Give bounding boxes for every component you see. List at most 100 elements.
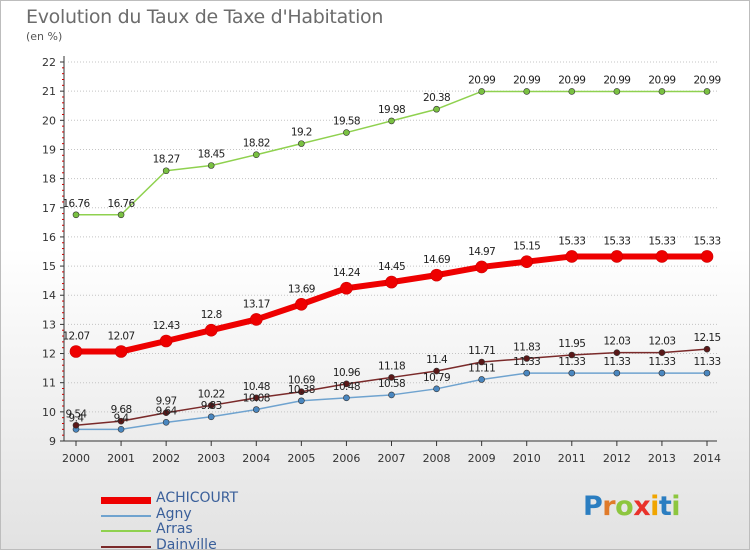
y-tick-label: 12 xyxy=(42,348,56,361)
data-point xyxy=(388,117,395,125)
x-tick-label: 2008 xyxy=(423,452,451,465)
data-point xyxy=(162,167,170,175)
data-label: 9.54 xyxy=(66,408,88,420)
chart-title: Evolution du Taux de Taxe d'Habitation xyxy=(26,6,384,28)
data-label: 20.99 xyxy=(693,74,720,86)
x-tick-label: 2009 xyxy=(468,452,496,465)
legend-swatch xyxy=(101,496,151,504)
data-label: 15.33 xyxy=(558,235,585,247)
data-label: 10.96 xyxy=(333,367,361,379)
data-point xyxy=(252,394,260,402)
data-point xyxy=(523,355,531,362)
data-point xyxy=(613,88,621,95)
data-label: 16.76 xyxy=(62,198,90,210)
data-point xyxy=(478,88,485,95)
data-point xyxy=(478,376,485,383)
data-point xyxy=(117,211,125,219)
y-tick-label: 11 xyxy=(42,377,56,390)
data-point xyxy=(613,349,621,356)
data-label: 11.18 xyxy=(378,360,405,372)
data-point xyxy=(478,358,485,366)
data-label: 18.82 xyxy=(243,138,270,150)
data-point xyxy=(703,369,711,377)
data-label: 9.64 xyxy=(156,405,178,417)
legend-label: Arras xyxy=(156,521,193,537)
x-tick-label: 2010 xyxy=(513,452,541,465)
data-label: 18.27 xyxy=(153,154,180,166)
data-label: 12.15 xyxy=(693,332,720,344)
y-tick-label: 17 xyxy=(42,202,56,215)
data-point xyxy=(613,369,621,377)
data-label: 18.45 xyxy=(198,148,225,160)
data-label: 15.33 xyxy=(648,235,675,247)
x-tick-label: 2006 xyxy=(332,452,360,465)
data-point xyxy=(72,421,80,429)
legend-label: Dainville xyxy=(156,536,217,550)
data-label: 12.03 xyxy=(603,336,630,348)
data-label: 10.22 xyxy=(198,388,225,400)
data-point xyxy=(565,250,579,263)
data-point xyxy=(159,334,173,348)
data-label: 9.68 xyxy=(111,404,132,416)
data-point xyxy=(433,367,440,375)
x-tick-label: 2000 xyxy=(62,452,90,465)
x-tick-label: 2011 xyxy=(558,452,586,465)
data-point xyxy=(430,268,443,282)
data-label: 10.69 xyxy=(288,375,315,387)
legend-swatch xyxy=(101,530,151,532)
data-label: 11.33 xyxy=(513,356,540,368)
data-point xyxy=(162,419,170,426)
data-point xyxy=(433,385,440,393)
data-point xyxy=(117,426,125,433)
logo-letter: t xyxy=(658,491,672,522)
data-point xyxy=(703,88,711,95)
data-point xyxy=(69,345,83,358)
data-label: 9.4 xyxy=(69,412,85,424)
logo-letter: x xyxy=(633,491,651,522)
data-point xyxy=(204,323,218,337)
data-label: 20.99 xyxy=(648,74,675,86)
y-tick-label: 14 xyxy=(42,289,56,302)
data-point xyxy=(72,211,80,219)
data-point xyxy=(343,394,350,402)
data-label: 15.33 xyxy=(603,235,630,247)
data-label: 15.15 xyxy=(513,241,540,253)
data-label: 9.4 xyxy=(114,412,130,424)
x-tick-label: 2003 xyxy=(197,452,225,465)
data-label: 12.43 xyxy=(153,320,180,332)
data-label: 19.58 xyxy=(333,116,360,128)
legend-swatch xyxy=(101,514,151,517)
data-point xyxy=(114,345,128,358)
data-label: 9.97 xyxy=(156,396,177,408)
data-point xyxy=(568,369,576,377)
data-label: 14.69 xyxy=(423,254,450,266)
data-label: 10.08 xyxy=(243,393,270,405)
data-point xyxy=(568,351,576,359)
x-tick-label: 2002 xyxy=(152,452,180,465)
x-tick-label: 2005 xyxy=(287,452,315,465)
data-label: 20.38 xyxy=(423,92,450,104)
data-point xyxy=(388,374,395,381)
data-label: 11.95 xyxy=(558,338,585,350)
data-label: 12.8 xyxy=(201,309,222,321)
data-point xyxy=(658,349,666,356)
data-label: 15.33 xyxy=(693,235,720,247)
data-label: 12.07 xyxy=(62,330,89,342)
data-label: 11.33 xyxy=(558,356,585,368)
data-label: 10.48 xyxy=(333,381,360,393)
data-point xyxy=(207,162,215,169)
x-tick-label: 2014 xyxy=(693,452,721,465)
data-point xyxy=(343,129,350,136)
y-tick-label: 22 xyxy=(42,56,56,69)
data-point xyxy=(298,140,305,147)
data-label: 14.45 xyxy=(378,261,405,273)
data-label: 20.99 xyxy=(558,74,585,86)
data-point xyxy=(388,391,395,399)
data-label: 13.17 xyxy=(243,298,270,310)
data-label: 20.99 xyxy=(513,74,540,86)
logo-letter: i xyxy=(671,491,681,522)
chart-subtitle: (en %) xyxy=(26,30,63,43)
y-tick-label: 19 xyxy=(42,143,56,156)
